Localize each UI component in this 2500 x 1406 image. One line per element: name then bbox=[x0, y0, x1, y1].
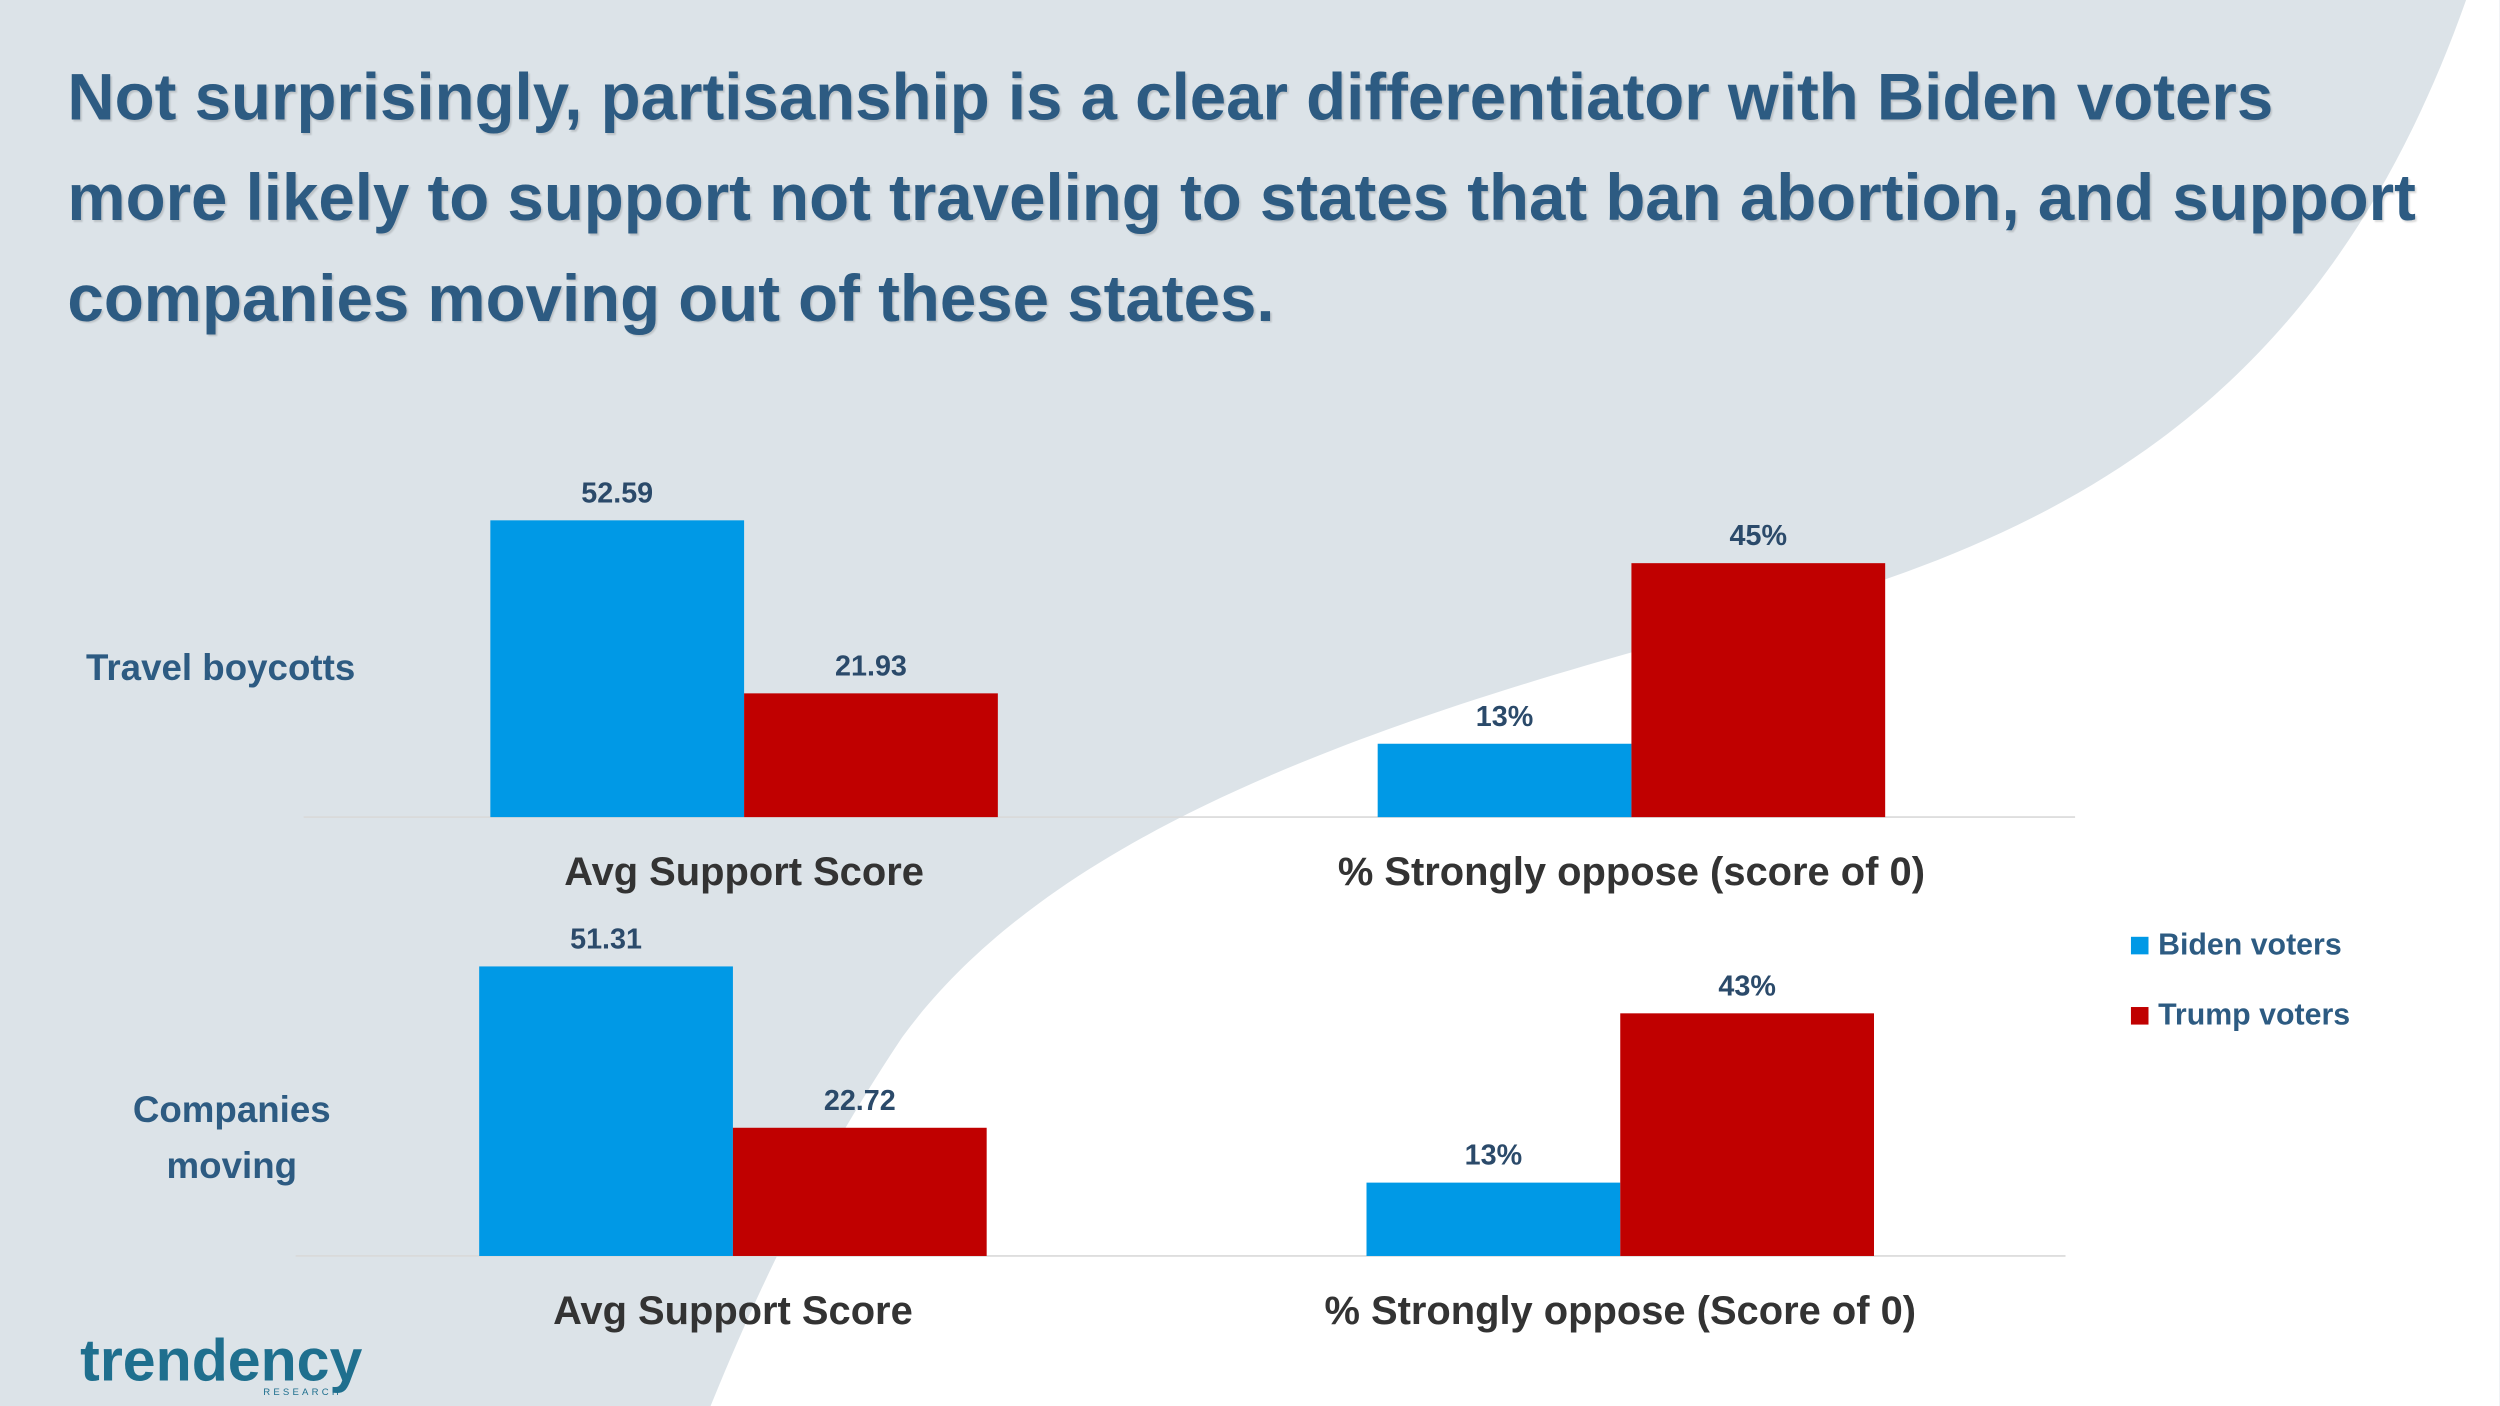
row-label-area: Travel boycotts bbox=[85, 646, 356, 688]
row-label-area: Companies moving bbox=[132, 1088, 331, 1186]
legend-label: Biden voters bbox=[2158, 928, 2342, 961]
bar bbox=[1620, 1013, 1875, 1256]
background-curve bbox=[710, 0, 2500, 1406]
legend-swatch bbox=[2130, 1007, 2149, 1025]
data-label: 21.93 bbox=[835, 650, 907, 682]
legend-swatch bbox=[2130, 936, 2149, 955]
bar bbox=[744, 693, 998, 818]
data-label: 13% bbox=[1465, 1140, 1522, 1172]
logo-name: trendency bbox=[80, 1327, 362, 1393]
row-label: Companies moving bbox=[132, 1088, 331, 1186]
slide-title: Not surprisingly, partisanship is a clea… bbox=[67, 60, 2416, 336]
data-label: 51.31 bbox=[570, 923, 642, 955]
row-label: Travel boycotts bbox=[85, 646, 356, 688]
bar bbox=[1366, 1182, 1621, 1256]
bar bbox=[490, 520, 745, 818]
bar bbox=[732, 1127, 987, 1256]
data-label: 22.72 bbox=[824, 1085, 896, 1117]
data-label: 45% bbox=[1730, 520, 1787, 552]
data-label: 52.59 bbox=[581, 477, 653, 509]
bar bbox=[479, 966, 733, 1256]
title-area: Not surprisingly, partisanship is a clea… bbox=[67, 60, 2416, 336]
data-label: 13% bbox=[1476, 701, 1533, 733]
category-label: % Strongly oppose (Score of 0) bbox=[1324, 1289, 1916, 1333]
data-label: 43% bbox=[1718, 970, 1775, 1002]
bar bbox=[1377, 743, 1632, 818]
bar bbox=[1631, 563, 1886, 818]
category-label: % Strongly oppose (score of 0) bbox=[1338, 850, 1925, 894]
category-label: Avg Support Score bbox=[564, 850, 924, 894]
logo-tagline: RESEARCH bbox=[263, 1387, 342, 1398]
category-label: Avg Support Score bbox=[553, 1289, 913, 1333]
legend-label: Trump voters bbox=[2158, 999, 2350, 1032]
